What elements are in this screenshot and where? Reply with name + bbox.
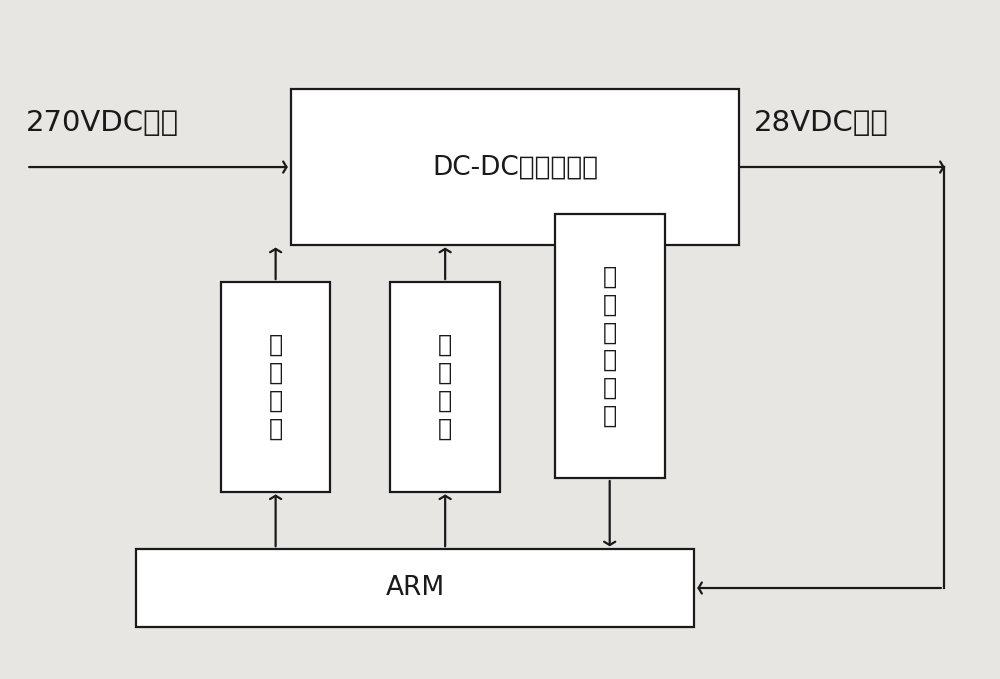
- Text: ARM: ARM: [386, 575, 445, 601]
- Bar: [136, 549, 694, 627]
- Text: 状
态
信
号
检
测: 状 态 信 号 检 测: [603, 265, 617, 428]
- Text: 270VDC输入: 270VDC输入: [26, 109, 179, 137]
- Text: 28VDC输出: 28VDC输出: [754, 109, 889, 137]
- Text: 驱
动
电
路: 驱 动 电 路: [269, 333, 283, 441]
- Bar: [221, 282, 330, 492]
- Bar: [291, 90, 739, 245]
- Bar: [555, 215, 665, 478]
- Text: DC-DC变换主电路: DC-DC变换主电路: [432, 154, 598, 180]
- Text: 保
护
电
路: 保 护 电 路: [438, 333, 452, 441]
- Bar: [390, 282, 500, 492]
